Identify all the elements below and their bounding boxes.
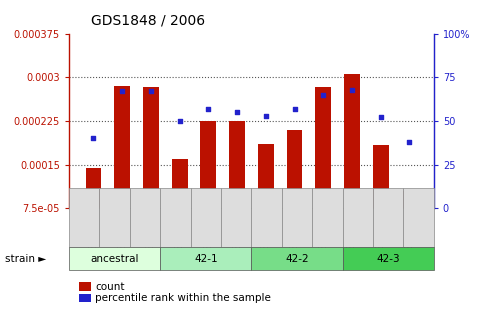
Text: count: count bbox=[95, 282, 125, 292]
Point bbox=[319, 92, 327, 97]
Text: strain ►: strain ► bbox=[5, 254, 46, 264]
Point bbox=[147, 89, 155, 94]
Point bbox=[176, 118, 183, 124]
Text: ancestral: ancestral bbox=[90, 254, 139, 264]
Point bbox=[233, 110, 241, 115]
Bar bbox=[229, 121, 245, 208]
Bar bbox=[114, 86, 130, 208]
Point bbox=[290, 106, 298, 112]
Point bbox=[205, 106, 212, 112]
Bar bbox=[286, 130, 302, 208]
Bar bbox=[316, 87, 331, 208]
Bar bbox=[172, 159, 187, 208]
Bar bbox=[201, 121, 216, 208]
Bar bbox=[143, 87, 159, 208]
Bar bbox=[344, 74, 360, 208]
Bar bbox=[401, 191, 417, 208]
Point bbox=[118, 89, 126, 94]
Point bbox=[262, 113, 270, 118]
Bar bbox=[258, 144, 274, 208]
Text: 42-2: 42-2 bbox=[285, 254, 309, 264]
Bar bbox=[86, 168, 102, 208]
Point bbox=[90, 136, 98, 141]
Point bbox=[405, 139, 413, 144]
Text: 42-1: 42-1 bbox=[194, 254, 217, 264]
Text: 42-3: 42-3 bbox=[377, 254, 400, 264]
Text: GDS1848 / 2006: GDS1848 / 2006 bbox=[91, 13, 205, 28]
Text: percentile rank within the sample: percentile rank within the sample bbox=[95, 293, 271, 303]
Point bbox=[348, 87, 356, 92]
Point bbox=[377, 115, 385, 120]
Bar bbox=[373, 145, 388, 208]
